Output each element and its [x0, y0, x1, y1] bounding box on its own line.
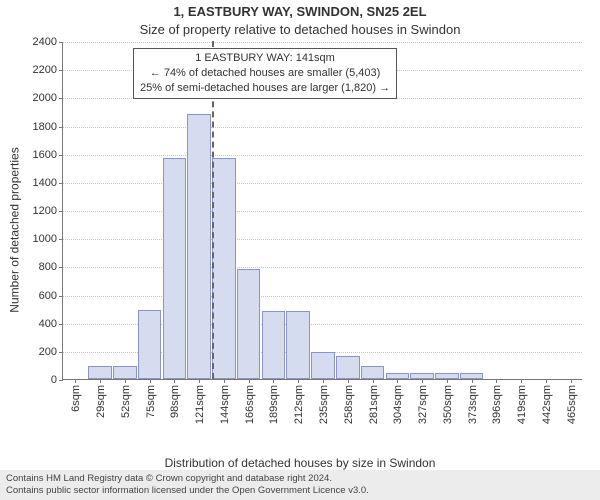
xtick-label: 442sqm	[539, 385, 553, 424]
histogram-bar	[113, 366, 137, 379]
gridline	[63, 239, 582, 240]
histogram-bar	[262, 311, 286, 379]
chart-container: 1, EASTBURY WAY, SWINDON, SN25 2EL Size …	[0, 0, 600, 500]
gridline	[63, 42, 582, 43]
ytick-label: 2400	[33, 36, 63, 48]
ytick-label: 0	[51, 374, 63, 386]
xtick-mark	[373, 379, 374, 383]
annotation-box: 1 EASTBURY WAY: 141sqm← 74% of detached …	[133, 48, 397, 99]
xtick-mark	[447, 379, 448, 383]
xtick-label: 29sqm	[93, 385, 107, 418]
xtick-label: 373sqm	[465, 385, 479, 424]
xtick-mark	[496, 379, 497, 383]
xtick-mark	[174, 379, 175, 383]
xtick-mark	[75, 379, 76, 383]
xtick-mark	[546, 379, 547, 383]
y-axis-label-wrap: Number of detached properties	[8, 0, 22, 460]
xtick-mark	[348, 379, 349, 383]
histogram-bar	[311, 352, 335, 379]
ytick-label: 2200	[33, 64, 63, 76]
histogram-bar	[286, 311, 310, 379]
xtick-mark	[224, 379, 225, 383]
xtick-label: 258sqm	[341, 385, 355, 424]
ytick-label: 200	[39, 346, 63, 358]
xtick-label: 121sqm	[192, 385, 206, 424]
ytick-label: 1200	[33, 205, 63, 217]
footer-line-1: Contains HM Land Registry data © Crown c…	[6, 473, 594, 485]
ytick-label: 400	[39, 318, 63, 330]
annotation-line: 25% of semi-detached houses are larger (…	[140, 81, 390, 96]
histogram-bar	[237, 269, 261, 379]
ytick-label: 2000	[33, 92, 63, 104]
xtick-label: 304sqm	[390, 385, 404, 424]
ytick-label: 1800	[33, 121, 63, 133]
xtick-mark	[100, 379, 101, 383]
xtick-label: 75sqm	[143, 385, 157, 418]
ytick-label: 1400	[33, 177, 63, 189]
xtick-label: 166sqm	[242, 385, 256, 424]
ytick-label: 1600	[33, 149, 63, 161]
gridline	[63, 183, 582, 184]
xtick-mark	[199, 379, 200, 383]
xtick-mark	[298, 379, 299, 383]
xtick-mark	[521, 379, 522, 383]
ytick-label: 600	[39, 290, 63, 302]
histogram-bar	[336, 356, 360, 379]
xtick-label: 350sqm	[440, 385, 454, 424]
histogram-bar	[88, 366, 112, 379]
xtick-mark	[273, 379, 274, 383]
page-subtitle: Size of property relative to detached ho…	[0, 22, 600, 37]
footer: Contains HM Land Registry data © Crown c…	[0, 470, 600, 500]
xtick-mark	[571, 379, 572, 383]
xtick-label: 235sqm	[316, 385, 330, 424]
xtick-label: 212sqm	[291, 385, 305, 424]
page-title: 1, EASTBURY WAY, SWINDON, SN25 2EL	[0, 4, 600, 19]
xtick-mark	[125, 379, 126, 383]
histogram-bar	[361, 366, 385, 379]
xtick-mark	[472, 379, 473, 383]
histogram-bar	[163, 158, 187, 379]
xtick-mark	[397, 379, 398, 383]
annotation-line: 1 EASTBURY WAY: 141sqm	[140, 51, 390, 66]
xtick-label: 419sqm	[514, 385, 528, 424]
xtick-label: 327sqm	[415, 385, 429, 424]
y-axis-label: Number of detached properties	[8, 147, 22, 312]
xtick-mark	[422, 379, 423, 383]
xtick-label: 189sqm	[266, 385, 280, 424]
histogram-bar	[212, 158, 236, 379]
ytick-label: 800	[39, 261, 63, 273]
histogram-bar	[138, 310, 162, 379]
annotation-line: ← 74% of detached houses are smaller (5,…	[140, 66, 390, 81]
xtick-label: 98sqm	[167, 385, 181, 418]
plot-area: 0200400600800100012001400160018002000220…	[62, 42, 582, 380]
histogram-bar	[187, 114, 211, 379]
xtick-label: 281sqm	[366, 385, 380, 424]
xtick-label: 144sqm	[217, 385, 231, 424]
xtick-mark	[323, 379, 324, 383]
ytick-label: 1000	[33, 233, 63, 245]
xtick-label: 396sqm	[489, 385, 503, 424]
footer-line-2: Contains public sector information licen…	[6, 485, 594, 497]
x-axis-label: Distribution of detached houses by size …	[0, 456, 600, 470]
xtick-label: 465sqm	[564, 385, 578, 424]
xtick-label: 52sqm	[118, 385, 132, 418]
gridline	[63, 267, 582, 268]
xtick-label: 6sqm	[68, 385, 82, 412]
gridline	[63, 127, 582, 128]
gridline	[63, 155, 582, 156]
gridline	[63, 296, 582, 297]
xtick-mark	[150, 379, 151, 383]
gridline	[63, 211, 582, 212]
xtick-mark	[249, 379, 250, 383]
